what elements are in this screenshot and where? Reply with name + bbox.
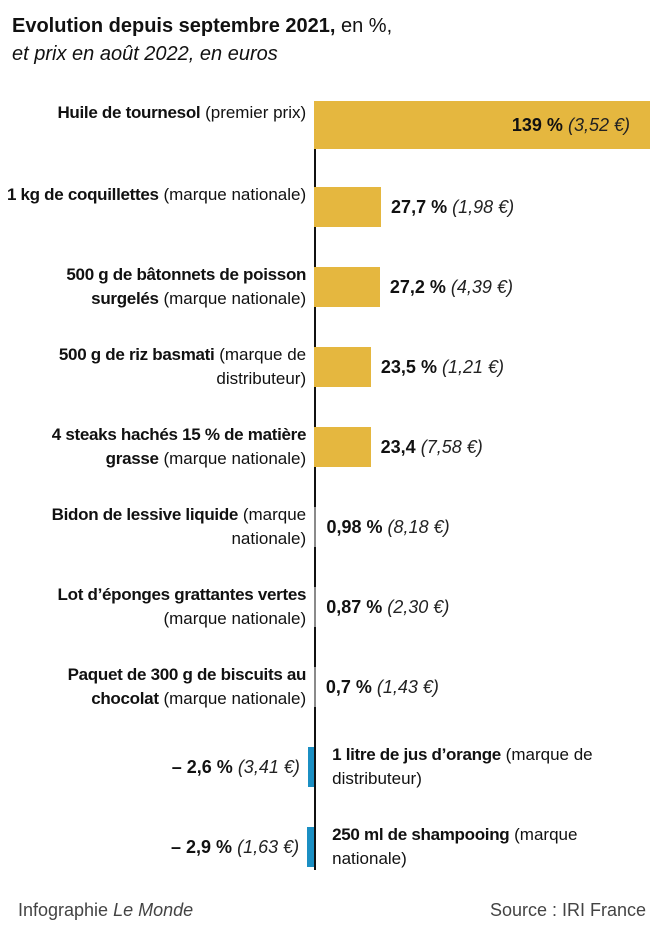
chart-subtitle: et prix en août 2022, en euros (12, 43, 278, 65)
category-label: 1 litre de jus d’orange (marque de distr… (332, 743, 632, 791)
value-text: – 2,9 % (171, 837, 233, 857)
value-label: – 2,9 % (1,63 €) (171, 835, 299, 859)
category-note: (marque nationale) (163, 289, 307, 308)
price-text: (1,43 €) (376, 677, 439, 697)
price-text: (7,58 €) (420, 437, 483, 457)
category-note: (marque nationale) (231, 505, 307, 548)
price-text: (4,39 €) (450, 277, 513, 297)
value-label: 23,5 % (1,21 €) (381, 355, 504, 379)
category-name: 250 ml de shampooing (332, 825, 510, 844)
category-note: (marque nationale) (163, 449, 307, 468)
category-note: (marque nationale) (163, 609, 307, 628)
value-text: 0,87 % (326, 597, 383, 617)
category-note: (marque nationale) (332, 825, 578, 868)
bar (314, 587, 317, 627)
bar (314, 427, 371, 467)
price-text: (1,21 €) (441, 357, 505, 377)
bar (314, 667, 316, 707)
bar (314, 187, 382, 227)
value-text: 23,4 (380, 437, 416, 457)
category-label: 1 kg de coquillettes (marque nationale) (6, 183, 306, 207)
category-name: 4 steaks hachés 15 % de matière grasse (51, 425, 307, 468)
value-text: 139 % (511, 115, 563, 135)
bar (314, 267, 380, 307)
value-label: 0,7 % (1,43 €) (326, 675, 439, 699)
category-label: Paquet de 300 g de biscuits au chocolat … (6, 663, 307, 711)
value-text: 23,5 % (380, 357, 437, 377)
title-suffix: en %, (341, 15, 393, 37)
category-label: Bidon de lessive liquide (marque nationa… (6, 503, 307, 551)
value-label: – 2,6 % (3,41 €) (172, 755, 300, 779)
price-text: (3,41 €) (237, 757, 300, 777)
category-note: (premier prix) (205, 103, 307, 122)
category-note: (marque de distributeur) (332, 745, 593, 788)
price-text: (3,52 €) (567, 115, 630, 135)
value-text: 0,98 % (326, 517, 383, 537)
category-label: 250 ml de shampooing (marque nationale) (332, 823, 632, 871)
category-label: Huile de tournesol (premier prix) (6, 101, 306, 125)
bar (307, 747, 315, 787)
category-label: 4 steaks hachés 15 % de matière grasse (… (6, 423, 307, 471)
credit-text: Infographie (18, 900, 109, 920)
bar (314, 347, 371, 387)
value-label: 139 % (3,52 €) (512, 113, 630, 137)
value-label: 27,2 % (4,39 €) (390, 275, 513, 299)
bar (307, 827, 315, 867)
price-text: (8,18 €) (387, 517, 450, 537)
price-text: (1,63 €) (237, 837, 300, 857)
category-name: Lot d’éponges grattantes vertes (57, 585, 307, 604)
bar (314, 507, 317, 547)
credit-source: Le Monde (113, 900, 194, 920)
category-name: 500 g de riz basmati (58, 345, 215, 364)
credit: Infographie Le Monde (18, 900, 193, 921)
chart-title: Evolution depuis septembre 2021, (12, 15, 336, 37)
value-label: 0,98 % (8,18 €) (326, 515, 449, 539)
value-label: 0,87 % (2,30 €) (326, 595, 449, 619)
category-name: 1 kg de coquillettes (6, 185, 159, 204)
value-label: 27,7 % (1,98 €) (391, 195, 514, 219)
category-note: (marque de distributeur) (216, 345, 307, 388)
zero-axis (314, 102, 316, 870)
category-label: Lot d’éponges grattantes vertes (marque … (6, 583, 307, 631)
category-note: (marque nationale) (163, 689, 307, 708)
category-name: Bidon de lessive liquide (51, 505, 239, 524)
title-block: Evolution depuis septembre 2021, en %, e… (12, 12, 392, 68)
value-text: 27,2 % (389, 277, 446, 297)
value-label: 23,4 (7,58 €) (381, 435, 483, 459)
category-name: Huile de tournesol (57, 103, 201, 122)
price-text: (2,30 €) (387, 597, 450, 617)
category-label: 500 g de riz basmati (marque de distribu… (6, 343, 306, 391)
bar (314, 101, 650, 149)
value-text: 27,7 % (391, 197, 448, 217)
category-label: 500 g de bâtonnets de poisson surgelés (… (6, 263, 306, 311)
category-name: 1 litre de jus d’orange (332, 745, 501, 764)
value-text: 0,7 % (325, 677, 372, 697)
value-text: – 2,6 % (171, 757, 233, 777)
category-note: (marque nationale) (163, 185, 307, 204)
category-name: Paquet de 300 g de biscuits au chocolat (67, 665, 307, 708)
price-text: (1,98 €) (452, 197, 515, 217)
category-name: 500 g de bâtonnets de poisson surgelés (66, 265, 307, 308)
source: Source : IRI France (489, 900, 646, 920)
